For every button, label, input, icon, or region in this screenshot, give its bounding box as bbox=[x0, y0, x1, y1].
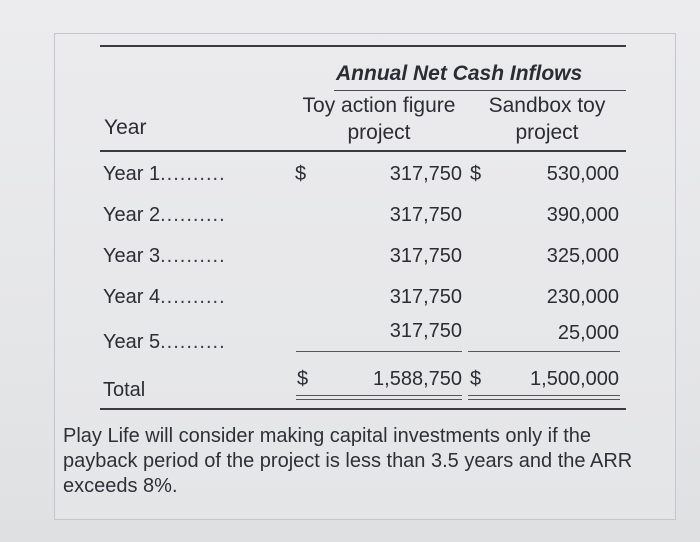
column-header-sandbox-toy: Sandbox toy project bbox=[474, 92, 620, 146]
total-currency: $ bbox=[297, 368, 309, 390]
row-year-4-sandbox-value: 230,000 bbox=[546, 286, 619, 308]
row-year-3-toy-value: 317,750 bbox=[389, 245, 462, 267]
row-year-1-sandbox-value: 530,000 bbox=[546, 163, 619, 185]
row-year-2-toy-value: 317,750 bbox=[389, 204, 462, 226]
column-header-sandbox-line2: project bbox=[515, 121, 579, 144]
header-rule bbox=[100, 150, 626, 152]
table-top-rule bbox=[100, 45, 626, 47]
row-year-2-label: Year 2.......... bbox=[103, 204, 226, 227]
cash-inflows-panel bbox=[54, 33, 676, 520]
subtotal-rule-toy bbox=[296, 351, 462, 352]
row-year-3-label: Year 3.......... bbox=[103, 245, 226, 268]
row-year-5-label: Year 5.......... bbox=[103, 331, 226, 354]
row-year-1-label: Year 1.......... bbox=[103, 163, 226, 186]
column-header-toy-line1: Toy action figure bbox=[302, 94, 456, 117]
year-label: Year 1 bbox=[103, 163, 161, 185]
total-sandbox-value: 1,500,000 bbox=[530, 368, 619, 390]
row-year-1-toy-value: 317,750 bbox=[389, 163, 462, 185]
leader-dots: .......... bbox=[160, 163, 226, 185]
total-double-rule-toy-1 bbox=[296, 395, 462, 396]
table-bottom-rule bbox=[100, 408, 626, 410]
row-year-1-sandbox-currency: $ bbox=[470, 163, 482, 185]
column-header-toy-line2: project bbox=[347, 121, 411, 144]
leader-dots: .......... bbox=[160, 331, 226, 353]
column-header-sandbox-line1: Sandbox toy bbox=[488, 94, 606, 117]
row-year-3-sandbox-value: 325,000 bbox=[546, 245, 619, 267]
year-label: Year 5 bbox=[103, 331, 161, 353]
row-year-5-toy-value: 317,750 bbox=[389, 320, 462, 342]
total-label: Total bbox=[103, 379, 146, 401]
row-year-5-sandbox-value: 25,000 bbox=[557, 322, 619, 344]
title-underline bbox=[334, 90, 626, 91]
total-double-rule-toy-2 bbox=[296, 399, 462, 400]
investment-criteria-note: Play Life will consider making capital i… bbox=[63, 425, 633, 497]
column-header-toy-action-figure: Toy action figure project bbox=[290, 92, 468, 146]
row-year-1-currency: $ bbox=[295, 163, 307, 185]
year-label: Year 3 bbox=[103, 245, 161, 267]
table-title: Annual Net Cash Inflows bbox=[336, 62, 583, 85]
total-sandbox-currency: $ bbox=[470, 368, 482, 390]
leader-dots: .......... bbox=[160, 286, 226, 308]
total-toy-value: 1,588,750 bbox=[373, 368, 462, 390]
row-year-4-toy-value: 317,750 bbox=[389, 286, 462, 308]
year-label: Year 2 bbox=[103, 204, 161, 226]
leader-dots: .......... bbox=[160, 245, 226, 267]
column-header-year: Year bbox=[104, 116, 147, 139]
leader-dots: .......... bbox=[160, 204, 226, 226]
total-double-rule-sandbox-1 bbox=[468, 395, 620, 396]
subtotal-rule-sandbox bbox=[468, 351, 620, 352]
total-double-rule-sandbox-2 bbox=[468, 399, 620, 400]
row-year-2-sandbox-value: 390,000 bbox=[546, 204, 619, 226]
year-label: Year 4 bbox=[103, 286, 161, 308]
row-year-4-label: Year 4.......... bbox=[103, 286, 226, 309]
